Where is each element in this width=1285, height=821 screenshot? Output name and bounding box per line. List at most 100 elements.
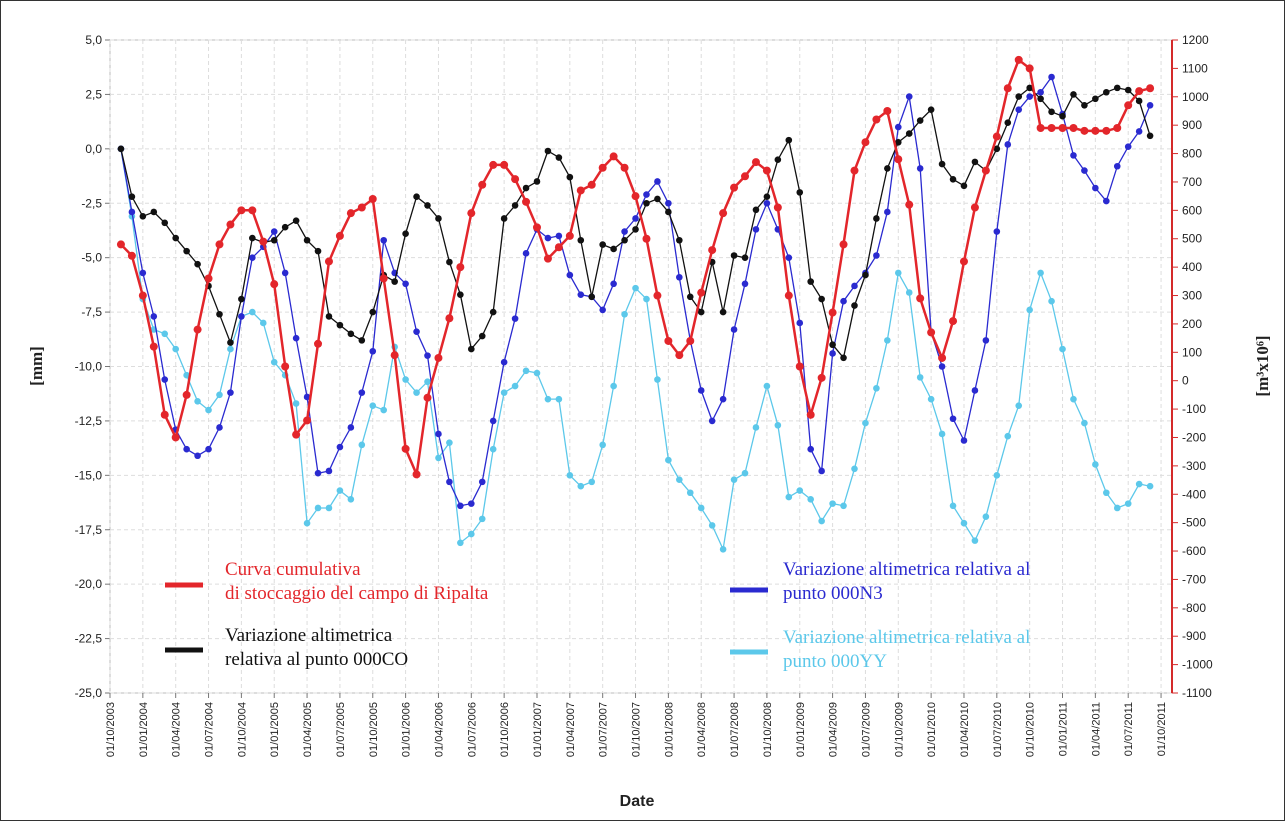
data-point [128,193,136,201]
data-point [1113,504,1121,512]
data-point [446,439,453,446]
data-point [1026,93,1033,100]
data-point [216,310,223,318]
data-point [314,339,323,348]
y2-tick-label: 700 [1182,175,1202,189]
data-point [149,342,158,351]
data-point [796,487,804,494]
data-point [194,260,201,268]
data-point [840,354,847,362]
legend-label: Variazione altimetrica relativa al punto… [225,625,409,670]
data-point [587,180,596,189]
data-point [1124,86,1132,94]
data-point [719,308,727,316]
data-point [1070,91,1077,98]
data-point [577,236,585,244]
data-point [1081,102,1088,109]
data-point [1146,132,1154,140]
data-point [916,374,924,381]
data-point [730,252,738,259]
data-point [676,273,683,281]
data-point [1015,93,1023,100]
data-point [1037,88,1044,96]
data-point [446,258,453,266]
data-point [369,402,377,409]
data-point [1103,88,1110,96]
data-point [620,163,629,172]
y-tick-label: -15,0 [75,468,103,482]
data-point [249,308,256,316]
data-point [413,328,420,335]
y2-axis-label: [m³x10⁶] [1253,335,1272,396]
data-point [1091,126,1100,135]
data-point [719,546,727,553]
data-point [741,280,749,288]
y2-tick-label: 800 [1182,147,1202,161]
data-point [752,206,760,214]
data-point [894,123,902,131]
data-point [1080,126,1089,135]
data-point [697,504,705,512]
data-point [1025,64,1034,73]
data-point [588,478,596,486]
data-point [227,389,234,396]
data-point [238,295,245,303]
data-point [741,172,750,181]
y2-tick-label: -500 [1182,516,1206,530]
data-point [719,395,727,403]
data-point [960,519,968,527]
data-point [1135,128,1143,135]
data-point [653,291,662,300]
x-tick-label: 01/01/2009 [795,702,807,757]
data-point [336,487,344,494]
data-point [401,444,410,453]
data-point [226,220,235,229]
data-point [1037,95,1044,103]
data-point [193,325,202,334]
x-tick-label: 01/04/2009 [828,702,840,757]
x-tick-label: 01/04/2005 [302,702,314,757]
data-point [960,437,968,444]
data-point [971,158,979,166]
data-point [533,178,541,185]
data-point [686,489,694,497]
data-point [610,280,617,288]
data-point [270,358,278,366]
data-point [818,295,825,303]
data-point [884,165,891,172]
data-point [632,215,639,222]
data-point [949,502,957,510]
data-point [127,251,136,260]
data-point [478,180,487,189]
data-point [894,155,903,164]
x-tick-label: 01/04/2004 [171,702,183,757]
data-point [588,293,596,301]
data-point [457,539,464,547]
data-point [730,183,739,192]
y2-tick-label: -1000 [1182,658,1213,672]
data-point [402,230,409,238]
data-point [205,406,212,414]
x-tick-label: 01/01/2010 [926,702,938,757]
data-point [500,215,508,222]
data-point [270,236,278,244]
data-point [347,330,355,338]
x-tick-label: 01/07/2009 [860,702,872,757]
data-point [1026,84,1033,92]
data-point [1092,95,1099,103]
data-point [1135,97,1143,105]
data-point [182,390,191,399]
data-point [993,472,1001,479]
data-point [522,184,530,192]
data-point [741,469,749,477]
data-point [982,337,990,344]
data-point [1081,419,1088,427]
data-point [204,274,213,283]
data-point [150,208,158,216]
data-point [281,269,289,277]
data-point [1014,55,1023,64]
y-tick-label: -22,5 [75,632,103,646]
data-point [686,293,694,301]
data-point [511,382,519,390]
data-point [478,515,486,523]
